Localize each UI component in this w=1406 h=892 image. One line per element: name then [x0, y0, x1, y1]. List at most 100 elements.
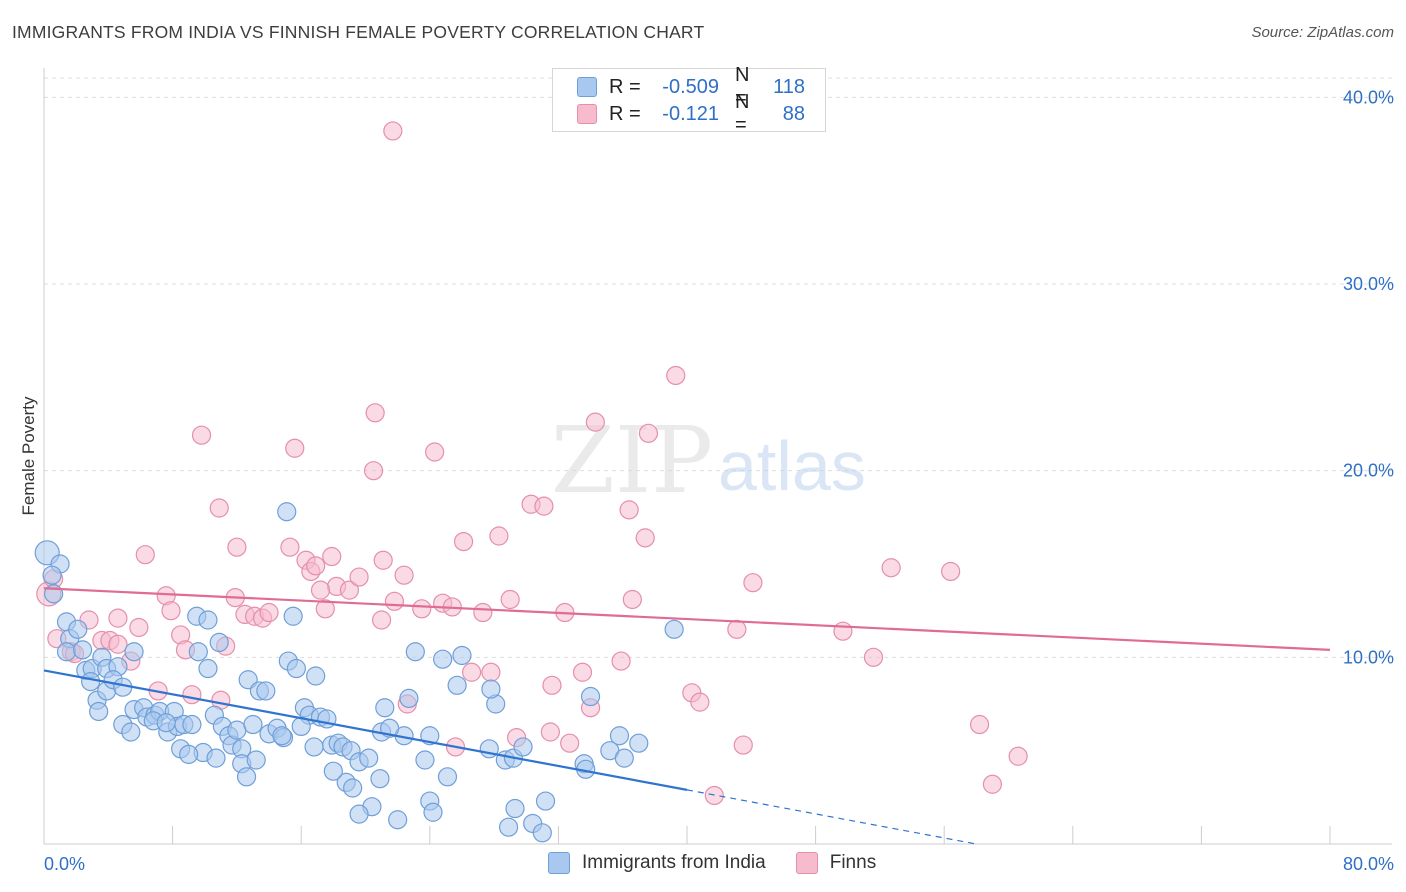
- india-point-87: [447, 675, 467, 695]
- finns-point-27: [280, 537, 300, 557]
- india-point-36: [198, 610, 218, 630]
- india-point-48: [236, 767, 257, 787]
- finns-point-70: [690, 692, 710, 712]
- india-point-60: [286, 658, 306, 679]
- x-tick-label-0: 0.0%: [44, 854, 85, 874]
- chart-title: IMMIGRANTS FROM INDIA VS FINNISH FEMALE …: [12, 22, 705, 42]
- india-n-label: N =: [735, 64, 750, 109]
- finns-point-44: [425, 442, 445, 462]
- axes: [43, 68, 1392, 845]
- finns-point-60: [572, 662, 593, 682]
- finns-n-label: N =: [735, 91, 750, 136]
- finns-point-57: [542, 675, 562, 695]
- india-point-38: [209, 632, 229, 653]
- india-legend-label: Immigrants from India: [582, 852, 766, 873]
- india-legend-swatch: [548, 852, 570, 874]
- india-point-82: [415, 750, 435, 770]
- finns-point-72: [727, 619, 747, 639]
- india-point-109: [481, 679, 501, 699]
- finns-point-17: [182, 685, 202, 705]
- india-point-32: [182, 714, 202, 735]
- finns-point-76: [863, 647, 884, 667]
- india-point-15: [81, 671, 101, 692]
- y-tick-label-0: 10.0%: [1343, 647, 1394, 667]
- legend-item-finns[interactable]: Finns: [795, 852, 877, 874]
- finns-legend-label: Finns: [829, 852, 877, 873]
- india-point-96: [535, 791, 556, 811]
- india-point-74: [343, 778, 363, 798]
- india-point-102: [609, 726, 630, 746]
- india-point-37: [198, 658, 218, 679]
- legend-row-finns: R = -0.121 N = 88: [577, 91, 805, 136]
- finns-points: [36, 121, 1028, 806]
- finns-point-67: [638, 423, 659, 443]
- india-point-63: [306, 666, 326, 686]
- india-point-72: [359, 748, 379, 768]
- india-point-104: [629, 733, 649, 753]
- india-point-117: [370, 769, 390, 789]
- finns-point-33: [322, 546, 342, 567]
- india-point-80: [399, 688, 419, 709]
- watermark: ZIP atlas: [551, 407, 866, 514]
- watermark-zip: ZIP: [551, 407, 713, 514]
- india-point-7: [56, 642, 77, 662]
- finns-point-66: [635, 528, 655, 548]
- finns-point-47: [453, 531, 474, 552]
- india-point-45: [206, 748, 226, 768]
- finns-point-31: [306, 556, 326, 576]
- india-n-value: 118: [773, 75, 805, 98]
- series-legend: Immigrants from India Finns: [548, 852, 906, 874]
- india-r-value: -0.509: [662, 75, 719, 98]
- india-point-50: [246, 750, 266, 770]
- india-point-105: [664, 619, 684, 639]
- finns-point-79: [969, 714, 990, 735]
- finns-point-41: [394, 565, 414, 585]
- watermark-atlas: atlas: [718, 427, 866, 505]
- finns-point-14: [161, 601, 181, 621]
- finns-point-7: [108, 608, 128, 628]
- finns-point-78: [941, 561, 961, 582]
- india-points: [34, 502, 684, 843]
- tick-labels: 10.0% 20.0% 30.0% 40.0% 0.0% 80.0%: [44, 87, 1394, 874]
- finns-r-value: -0.121: [662, 102, 719, 125]
- india-point-14: [124, 642, 144, 662]
- india-point-78: [375, 698, 395, 718]
- finns-point-81: [982, 774, 1003, 794]
- finns-point-75: [833, 621, 853, 641]
- finns-point-11: [135, 545, 155, 565]
- finns-point-38: [365, 403, 385, 423]
- finns-point-55: [534, 496, 554, 516]
- y-tick-label-2: 30.0%: [1343, 274, 1394, 294]
- india-point-57: [277, 502, 297, 522]
- finns-n-value: 88: [782, 102, 805, 125]
- finns-point-49: [473, 602, 493, 623]
- india-point-58: [283, 606, 303, 626]
- finns-point-59: [560, 733, 580, 753]
- finns-point-26: [259, 602, 279, 623]
- trend-lines: [43, 587, 1331, 845]
- india-point-103: [614, 748, 634, 768]
- india-point-116: [179, 744, 199, 765]
- india-point-88: [437, 767, 458, 787]
- legend-item-india[interactable]: Immigrants from India: [548, 852, 766, 874]
- finns-point-87: [371, 610, 392, 630]
- india-point-92: [513, 737, 533, 757]
- india-point-86: [423, 802, 443, 822]
- finns-point-8: [108, 634, 128, 654]
- india-point-94: [505, 798, 525, 819]
- finns-point-63: [611, 651, 631, 671]
- legend-row-india: R = -0.509 N = 118: [577, 64, 805, 109]
- india-swatch: [577, 77, 597, 97]
- finns-point-68: [666, 365, 686, 386]
- finns-point-82: [383, 121, 403, 141]
- finns-point-40: [384, 591, 405, 611]
- india-point-76: [349, 804, 369, 824]
- india-point-100: [580, 686, 601, 707]
- finns-r-label: R =: [609, 102, 641, 125]
- india-trend-extension: [686, 789, 977, 845]
- finns-point-39: [373, 550, 393, 570]
- finns-trend-line: [43, 587, 1331, 651]
- india-point-2: [42, 565, 62, 585]
- finns-point-32: [315, 599, 335, 619]
